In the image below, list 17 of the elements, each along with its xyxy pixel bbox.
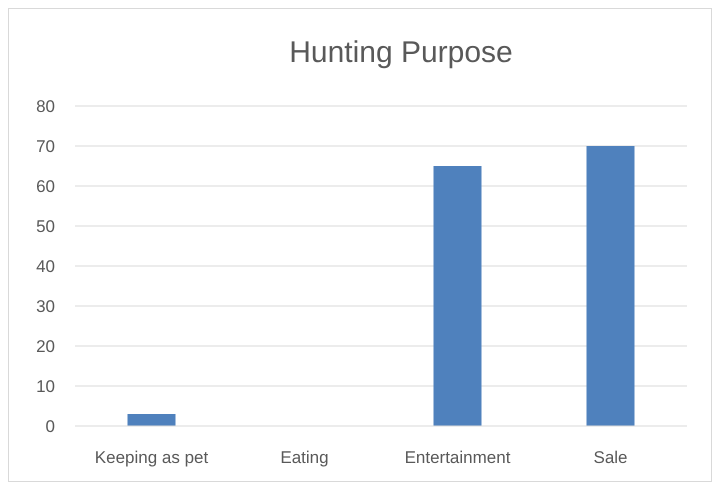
- bar: [434, 166, 482, 426]
- y-tick-label: 30: [36, 296, 55, 316]
- y-tick-label: 20: [36, 336, 55, 356]
- y-tick-label: 50: [36, 216, 55, 236]
- y-tick-label: 0: [46, 416, 55, 436]
- x-tick-label: Keeping as pet: [94, 448, 208, 467]
- x-tick-label: Eating: [280, 448, 329, 467]
- y-tick-label: 40: [36, 256, 55, 276]
- x-tick-label: Sale: [593, 448, 628, 467]
- x-tick-label: Entertainment: [404, 448, 511, 467]
- y-tick-label: 10: [36, 376, 55, 396]
- bar: [128, 414, 176, 426]
- bar: [586, 146, 634, 426]
- chart-title: Hunting Purpose: [289, 36, 513, 69]
- y-tick-label: 60: [36, 176, 55, 196]
- y-tick-label: 80: [36, 96, 55, 116]
- y-tick-label: 70: [36, 136, 55, 156]
